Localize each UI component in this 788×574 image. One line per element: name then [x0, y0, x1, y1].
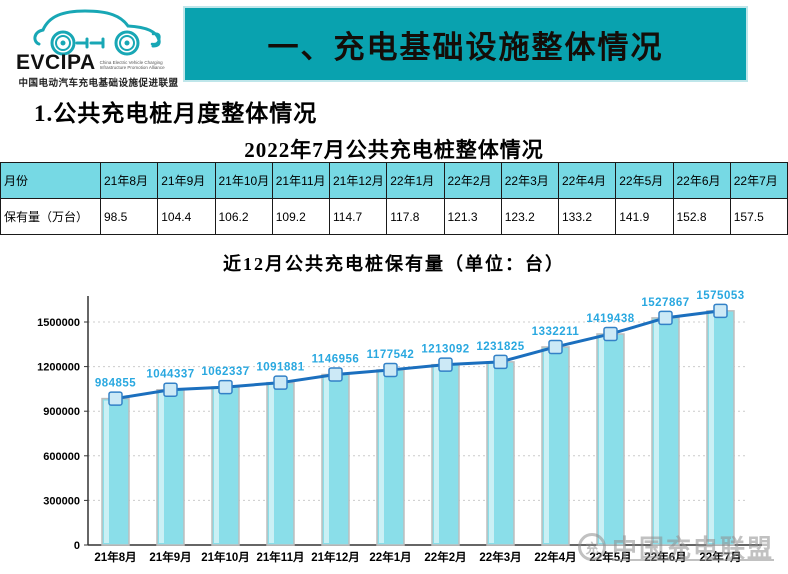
value-label: 1091881 — [256, 362, 304, 374]
ev-car-icon — [32, 9, 161, 56]
watermark-text: 中国充电联盟 — [611, 536, 774, 563]
data-marker — [163, 382, 178, 397]
data-marker — [383, 362, 398, 378]
data-marker — [218, 379, 233, 395]
logo-org-name: 中国电动汽车充电基础设施促进联盟 — [18, 78, 179, 89]
data-marker — [548, 339, 563, 355]
table-month-header: 22年6月 — [672, 162, 731, 199]
table-corner-header: 月份 — [0, 162, 101, 199]
table-value-cell: 157.5 — [729, 198, 788, 235]
bar-chart: 0 300000 600000 900000 1200000 1500000 984855 1… — [0, 286, 788, 569]
bar-highlight — [269, 384, 274, 543]
watermark: 充 中国充电联盟 — [577, 527, 774, 567]
table-value-cell: 117.8 — [386, 198, 445, 235]
data-marker — [438, 357, 453, 372]
bar-highlight — [434, 366, 439, 543]
value-label: 1062337 — [201, 366, 249, 378]
table-row-label: 保有量（万台） — [0, 198, 101, 235]
table-month-header: 21年9月 — [157, 162, 216, 199]
table-value-cell: 98.5 — [99, 198, 159, 235]
value-label: 1146956 — [312, 353, 360, 365]
table-value-cell: 106.2 — [214, 198, 273, 235]
monthly-table: 月份 21年8月 21年9月 21年10月 21年11月 21年12月 22年1月 22年2月… — [0, 162, 788, 235]
x-category-label: 21年12月 — [311, 550, 360, 564]
bar-highlight — [599, 335, 604, 543]
chart-title: 近12月公共充电桩保有量（单位：台） — [223, 254, 565, 274]
table-value-cell: 121.3 — [443, 198, 502, 235]
value-label: 1332211 — [532, 326, 580, 338]
table-value-cell: 123.2 — [500, 198, 560, 235]
x-category-label: 22年3月 — [479, 550, 521, 564]
bar-highlight — [324, 376, 329, 543]
bar-highlight — [654, 319, 659, 543]
table-value-cell: 114.7 — [328, 198, 388, 235]
banner-title: 一、充电基础设施整体情况 — [267, 29, 664, 65]
value-label: 1044337 — [146, 369, 194, 381]
data-marker — [603, 326, 618, 342]
y-tick-label: 600000 — [43, 451, 80, 463]
table-value-cell: 152.8 — [672, 198, 731, 235]
table-month-header: 22年3月 — [500, 162, 560, 199]
logo-acronym: EVCIPA — [16, 51, 96, 74]
bar-highlight — [214, 389, 219, 543]
x-category-label: 21年10月 — [201, 550, 250, 564]
x-category-label: 21年11月 — [257, 550, 305, 564]
value-label: 984855 — [95, 378, 136, 390]
table-month-header: 21年12月 — [328, 162, 388, 199]
bar-highlight — [104, 400, 109, 543]
evcipa-logo: EVCIPA China Electric Vehicle Charging I… — [16, 4, 181, 92]
y-tick-label: 900000 — [43, 406, 80, 418]
table-month-header: 22年1月 — [386, 162, 445, 199]
x-category-label: 22年1月 — [369, 550, 411, 564]
section-banner: 一、充电基础设施整体情况 — [183, 6, 748, 82]
table-month-header: 21年8月 — [99, 162, 159, 199]
table-month-header: 21年11月 — [271, 162, 331, 199]
data-marker — [658, 310, 673, 326]
trend-line — [115, 309, 721, 401]
x-category-label: 22年7月 — [699, 550, 741, 564]
table-month-header: 22年5月 — [615, 162, 674, 199]
y-tick-label: 1500000 — [37, 317, 80, 329]
chart-svg: 0 300000 600000 900000 1200000 1500000 984855 1… — [37, 290, 762, 564]
bar-highlight — [159, 391, 164, 543]
data-marker — [328, 367, 343, 382]
watermark-logo-icon: 充 — [577, 533, 606, 561]
table-value-cell: 133.2 — [557, 198, 617, 235]
section-heading: 1.公共充电桩月度整体情况 — [34, 101, 318, 126]
value-label: 1231825 — [476, 341, 524, 353]
data-marker — [713, 303, 728, 319]
table-value-cell: 141.9 — [615, 198, 674, 235]
value-label: 1575053 — [696, 290, 744, 302]
data-marker — [108, 391, 123, 406]
y-tick-label: 1200000 — [37, 362, 80, 374]
bar-highlight — [709, 312, 714, 543]
value-label: 1527867 — [641, 297, 689, 309]
x-category-label: 22年6月 — [644, 550, 686, 564]
value-label: 1419438 — [586, 313, 634, 325]
data-marker — [493, 354, 508, 370]
logo-tagline: China Electric Vehicle Charging Infrastr… — [99, 59, 165, 71]
x-category-label: 22年2月 — [424, 550, 466, 564]
bar-highlight — [489, 363, 494, 543]
table-month-header: 22年4月 — [557, 162, 617, 199]
value-label: 1177542 — [367, 349, 415, 361]
table-title: 2022年7月公共充电桩整体情况 — [0, 134, 788, 165]
x-category-label: 21年8月 — [94, 550, 136, 564]
table-month-header: 21年10月 — [214, 162, 273, 199]
x-category-label: 21年9月 — [149, 550, 191, 564]
data-marker — [273, 375, 288, 390]
y-tick-label: 0 — [74, 540, 80, 552]
bar-highlight — [544, 348, 549, 543]
table-value-cell: 104.4 — [157, 198, 216, 235]
table-month-header: 22年2月 — [443, 162, 502, 199]
value-label: 1213092 — [421, 344, 469, 356]
monthly-table-wrap: 月份 21年8月 21年9月 21年10月 21年11月 21年12月 22年1月 22年2月… — [0, 162, 788, 235]
table-value-cell: 109.2 — [271, 198, 331, 235]
table-month-header: 22年7月 — [729, 162, 788, 199]
x-category-label: 22年4月 — [534, 550, 576, 564]
bar-highlight — [379, 371, 384, 543]
y-tick-label: 300000 — [43, 495, 80, 507]
